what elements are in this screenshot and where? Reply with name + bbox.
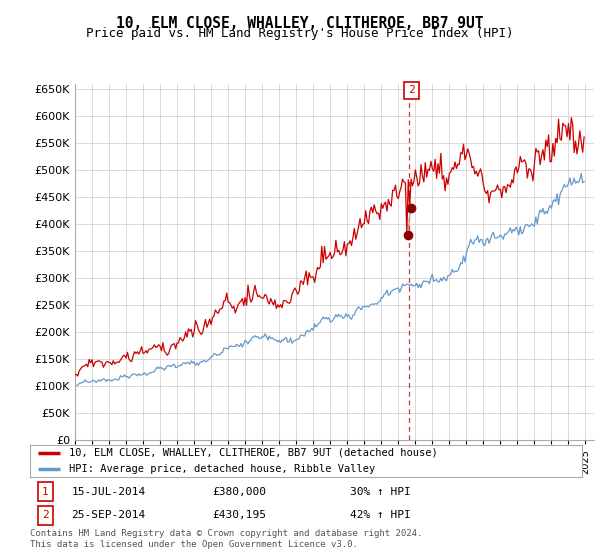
Text: 10, ELM CLOSE, WHALLEY, CLITHEROE, BB7 9UT (detached house): 10, ELM CLOSE, WHALLEY, CLITHEROE, BB7 9… — [68, 448, 437, 458]
Text: HPI: Average price, detached house, Ribble Valley: HPI: Average price, detached house, Ribb… — [68, 464, 375, 474]
Text: Price paid vs. HM Land Registry's House Price Index (HPI): Price paid vs. HM Land Registry's House … — [86, 27, 514, 40]
Text: 15-JUL-2014: 15-JUL-2014 — [71, 487, 146, 497]
Text: 42% ↑ HPI: 42% ↑ HPI — [350, 510, 411, 520]
Text: 30% ↑ HPI: 30% ↑ HPI — [350, 487, 411, 497]
Text: 2: 2 — [42, 510, 49, 520]
Text: 2: 2 — [408, 86, 415, 95]
Text: £380,000: £380,000 — [212, 487, 266, 497]
Text: £430,195: £430,195 — [212, 510, 266, 520]
Text: 1: 1 — [42, 487, 49, 497]
Text: 25-SEP-2014: 25-SEP-2014 — [71, 510, 146, 520]
Text: 10, ELM CLOSE, WHALLEY, CLITHEROE, BB7 9UT: 10, ELM CLOSE, WHALLEY, CLITHEROE, BB7 9… — [116, 16, 484, 31]
Text: Contains HM Land Registry data © Crown copyright and database right 2024.
This d: Contains HM Land Registry data © Crown c… — [30, 529, 422, 549]
